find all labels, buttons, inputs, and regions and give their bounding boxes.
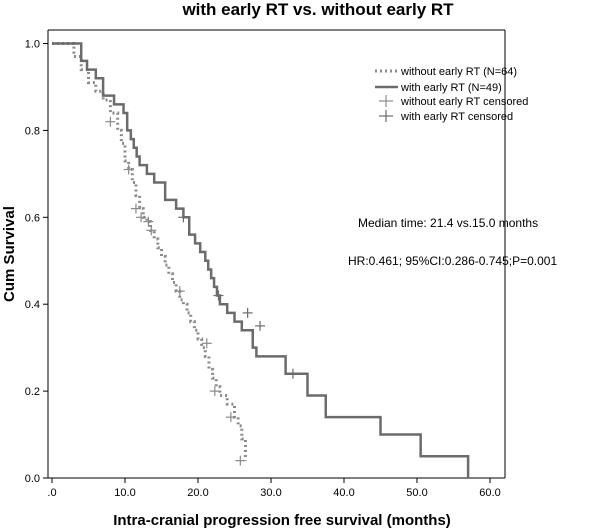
censor-mark-with-early-rt (255, 320, 266, 331)
x-tick-label: 50.0 (406, 487, 427, 499)
censor-mark-without-early-rt (123, 164, 134, 175)
censor-mark-with-early-rt (178, 212, 189, 223)
censor-mark-without-early-rt (130, 203, 141, 214)
censor-mark-with-early-rt (242, 307, 253, 318)
censor-mark-with-early-rt (213, 290, 224, 301)
censor-mark-without-early-rt (201, 338, 212, 349)
x-tick-label: 30.0 (260, 487, 281, 499)
y-tick-label: 0.8 (25, 125, 40, 137)
censor-mark-without-early-rt (235, 455, 246, 466)
chart-title: with early RT vs. without early RT (181, 0, 454, 19)
censor-mark-without-early-rt (105, 116, 116, 127)
censor-mark-with-early-rt (287, 368, 298, 379)
x-axis-label: Intra-cranial progression free survival … (113, 512, 451, 529)
censor-mark-without-early-rt (136, 212, 147, 223)
censor-mark-without-early-rt (146, 225, 157, 236)
legend: without early RT (N=64) with early RT (N… (375, 66, 528, 123)
legend-label-with-censored: with early RT censored (400, 111, 513, 123)
legend-label-without-censored: without early RT censored (400, 96, 528, 108)
y-tick-label: 0.0 (25, 473, 40, 485)
x-tick-label: 10.0 (114, 487, 135, 499)
series-without-early-rt-line (52, 42, 247, 461)
legend-label-without-early-rt: without early RT (N=64) (400, 66, 517, 78)
x-tick-label: 20.0 (187, 487, 208, 499)
censor-mark-without-early-rt (225, 412, 236, 423)
y-tick-label: 0.6 (25, 212, 40, 224)
censor-mark-without-early-rt (174, 286, 185, 297)
censor-mark-without-early-rt (209, 386, 220, 397)
ticks-layer: .0 10.0 20.0 30.0 40.0 50.0 60.0 0.0 0.2 0.4 0.6 0.… (25, 39, 501, 500)
y-tick-label: 0.2 (25, 386, 40, 398)
y-axis-label: Cum Survival (1, 206, 18, 302)
x-tick-label: .0 (47, 487, 56, 499)
y-tick-label: 1.0 (25, 39, 40, 51)
x-tick-label: 60.0 (479, 487, 500, 499)
x-tick-label: 40.0 (333, 487, 354, 499)
censor-mark-without-early-rt (143, 216, 154, 227)
y-tick-label: 0.4 (25, 299, 40, 311)
series-with-early-rt-line (52, 42, 470, 478)
legend-label-with-early-rt: with early RT (N=49) (400, 82, 502, 94)
series-layer (52, 42, 470, 478)
censor-layer (105, 116, 298, 466)
hr-annotation: HR:0.461; 95%CI:0.286-0.745;P=0.001 (348, 254, 557, 268)
median-annotation: Median time: 21.4 vs.15.0 months (358, 216, 538, 230)
